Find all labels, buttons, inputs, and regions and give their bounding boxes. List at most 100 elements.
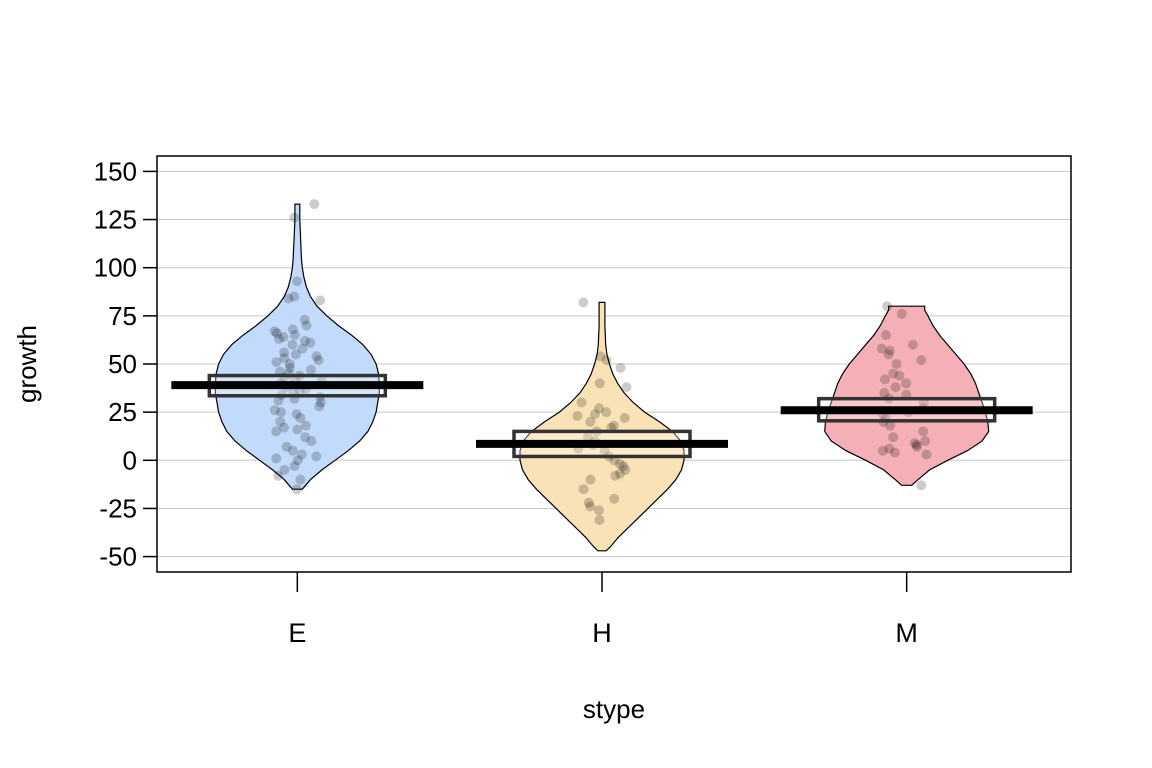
data-point-E <box>315 397 326 408</box>
data-point-E <box>275 416 286 427</box>
data-point-E <box>313 355 324 366</box>
data-point-H <box>594 378 605 389</box>
data-point-M <box>884 443 895 454</box>
data-point-H <box>585 416 596 427</box>
data-point-E <box>289 330 300 341</box>
data-point-E <box>284 359 295 369</box>
data-point-H <box>578 484 589 495</box>
data-point-M <box>881 330 891 341</box>
data-point-E <box>300 420 311 431</box>
data-point-E <box>273 395 284 406</box>
y-tick-label: -50 <box>99 542 137 572</box>
data-point-E <box>311 351 322 362</box>
data-point-H <box>576 397 587 408</box>
data-point-M <box>885 420 896 431</box>
data-point-H <box>594 403 605 414</box>
data-point-H <box>615 362 626 373</box>
x-axis-title: stype <box>583 694 645 724</box>
data-point-M <box>916 480 927 491</box>
data-point-M <box>916 355 927 366</box>
data-point-E <box>300 335 310 346</box>
data-point-E <box>271 426 282 437</box>
data-point-H <box>582 432 593 443</box>
data-point-H <box>594 505 604 516</box>
data-point-H <box>615 459 625 470</box>
mean-lines <box>171 381 1033 448</box>
y-axis: 150 125 100 75 50 25 0 -25 -50 <box>94 156 157 572</box>
data-point-E <box>287 339 298 350</box>
data-point-E <box>314 401 325 412</box>
data-point-E <box>297 343 308 354</box>
data-point-M <box>909 438 920 448</box>
x-tick-label-H: H <box>592 618 612 648</box>
data-point-E <box>269 326 280 337</box>
data-point-M <box>876 343 887 354</box>
data-point-E <box>306 436 317 446</box>
data-point-H <box>572 411 583 421</box>
data-point-E <box>315 295 326 306</box>
x-tick-label-E: E <box>288 618 306 648</box>
data-point-M <box>896 308 907 319</box>
violin-E <box>214 203 380 490</box>
data-point-H <box>601 355 612 366</box>
data-point-H <box>609 493 620 504</box>
data-point-H <box>590 409 600 420</box>
data-point-M <box>877 445 888 456</box>
data-point-H <box>610 470 621 481</box>
y-tick-label: -25 <box>99 493 137 523</box>
data-point-E <box>295 474 306 485</box>
data-point-M <box>889 447 900 458</box>
data-point-E <box>283 293 294 304</box>
data-point-E <box>290 349 301 360</box>
data-point-M <box>912 441 922 452</box>
data-point-H <box>583 497 594 508</box>
data-point-H <box>620 464 631 475</box>
data-point-H <box>619 412 630 423</box>
data-point-E <box>279 353 290 364</box>
data-point-M <box>911 439 922 450</box>
data-points <box>269 199 932 525</box>
data-point-E <box>273 470 284 481</box>
data-point-E <box>279 347 290 358</box>
y-axis-title: growth <box>12 325 42 403</box>
data-point-H <box>594 515 605 525</box>
x-tick-label-M: M <box>895 618 918 648</box>
data-point-M <box>879 374 890 385</box>
data-point-M <box>888 368 899 379</box>
data-point-E <box>289 291 300 302</box>
data-point-E <box>306 364 316 375</box>
data-point-H <box>585 474 596 485</box>
data-point-E <box>296 449 307 460</box>
data-point-E <box>271 453 282 464</box>
data-point-M <box>921 449 932 460</box>
data-point-E <box>289 461 300 472</box>
data-point-M <box>920 436 931 446</box>
data-point-M <box>879 387 890 398</box>
data-point-H <box>618 461 629 472</box>
data-point-E <box>299 314 310 325</box>
data-point-E <box>284 362 295 373</box>
data-point-M <box>901 378 912 389</box>
data-point-E <box>291 409 302 420</box>
data-point-M <box>891 359 902 369</box>
data-point-E <box>279 422 290 433</box>
data-point-H <box>578 297 589 308</box>
data-point-E <box>292 424 303 435</box>
data-point-H <box>621 382 632 393</box>
data-point-M <box>882 301 893 312</box>
data-point-E <box>279 464 290 475</box>
data-point-E <box>289 212 300 223</box>
data-point-H <box>595 351 606 362</box>
violin-H <box>519 301 685 552</box>
data-point-E <box>276 407 287 418</box>
data-point-E <box>305 337 316 348</box>
data-point-E <box>274 334 285 344</box>
data-point-E <box>287 445 298 456</box>
data-point-M <box>890 382 901 393</box>
data-point-E <box>301 320 312 331</box>
data-point-E <box>291 484 302 495</box>
data-point-E <box>311 451 322 462</box>
y-tick-label: 75 <box>108 301 137 331</box>
